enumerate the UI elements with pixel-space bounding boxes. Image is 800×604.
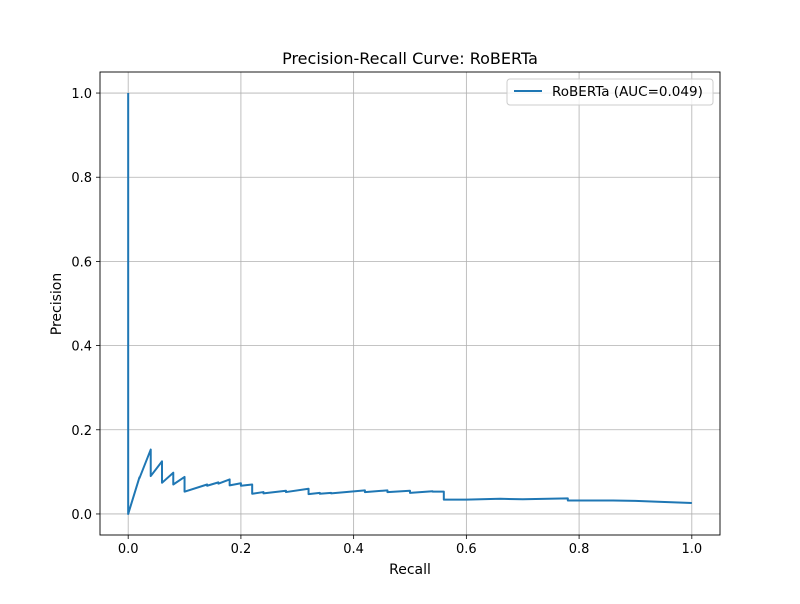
x-tick-label: 0.0 (118, 542, 139, 557)
grid (100, 72, 720, 535)
series-layer (127, 93, 692, 515)
x-ticks: 0.0 0.2 0.4 0.6 0.8 1.0 (118, 535, 702, 557)
y-axis-label: Precision (49, 273, 65, 335)
legend-box (506, 78, 714, 106)
x-tick-label: 0.6 (456, 542, 477, 557)
y-tick-label: 0.6 (71, 255, 92, 270)
x-axis-label: Recall (389, 562, 431, 578)
y-tick-label: 0.0 (71, 508, 92, 523)
chart-title: Precision-Recall Curve: RoBERTa (282, 49, 538, 68)
x-tick-label: 1.0 (681, 542, 702, 557)
y-tick-label: 0.4 (71, 340, 92, 355)
axes-frame (99, 71, 721, 536)
y-ticks: 0.0 0.2 0.4 0.6 0.8 1.0 (71, 87, 100, 523)
y-tick-label: 0.8 (71, 171, 92, 186)
x-tick-label: 0.8 (569, 542, 590, 557)
legend: RoBERTa (AUC=0.049) (506, 78, 714, 106)
legend-label: RoBERTa (AUC=0.049) (552, 84, 703, 100)
x-tick-label: 0.2 (231, 542, 252, 557)
y-tick-label: 1.0 (71, 87, 92, 102)
x-tick-label: 0.4 (343, 542, 364, 557)
series-line-0 (127, 93, 692, 515)
y-tick-label: 0.2 (71, 424, 92, 439)
